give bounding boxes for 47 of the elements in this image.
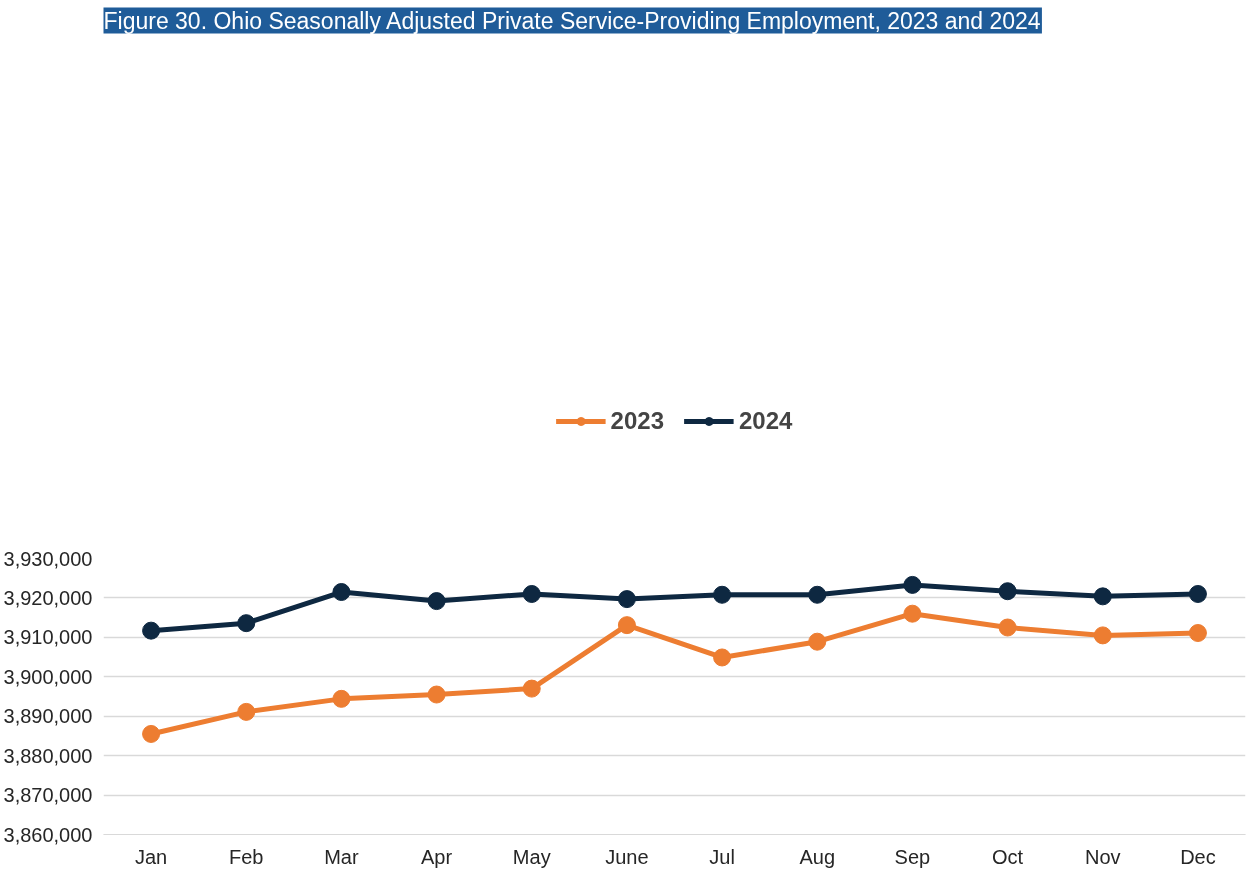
point (808, 585, 827, 604)
point (1188, 624, 1207, 642)
point (142, 724, 161, 743)
x-tick-label: June (605, 845, 649, 868)
point (903, 604, 922, 623)
legend-label: 2023 (610, 407, 664, 435)
y-tick-label: 3,860,000 (3, 823, 93, 846)
x-tick-label: Aug (799, 845, 836, 868)
legend-label: 2024 (739, 407, 793, 435)
point (617, 590, 636, 609)
x-tick-label: Mar (324, 845, 359, 868)
point (522, 679, 541, 698)
x-tick-label: Apr (421, 845, 453, 868)
point (332, 583, 351, 601)
y-tick-label: 3,910,000 (3, 626, 93, 649)
point (142, 621, 161, 640)
y-tick-label: 3,890,000 (3, 705, 93, 728)
x-tick-label: Feb (229, 845, 264, 868)
y-tick-label: 3,870,000 (3, 784, 93, 807)
x-tick-label: Jul (709, 845, 735, 868)
x-tick-label: Jan (134, 845, 168, 868)
point (1093, 587, 1112, 606)
point (237, 614, 256, 633)
point (713, 585, 732, 604)
x-tick-label: May (512, 845, 551, 868)
point (522, 585, 541, 603)
point (808, 632, 827, 651)
x-tick-label: Nov (1084, 845, 1121, 868)
x-tick-label: Sep (894, 845, 931, 868)
y-tick-label: 3,900,000 (3, 665, 93, 688)
point (998, 618, 1017, 637)
x-tick-label: Dec (1180, 845, 1216, 868)
point (332, 689, 351, 708)
y-tick-label: 3,920,000 (3, 586, 93, 609)
point (998, 582, 1017, 601)
point (903, 575, 922, 594)
x-tick-label: Oct (992, 845, 1024, 868)
point (427, 592, 446, 611)
point (1093, 626, 1112, 645)
point (713, 648, 732, 667)
y-tick-label: 3,930,000 (3, 547, 93, 570)
chart-title: Figure 30. Ohio Seasonally Adjusted Private Service-Providing Employment, 2023 and 2024 (103, 7, 1041, 34)
point (1188, 585, 1207, 603)
point (617, 616, 636, 635)
y-tick-label: 3,880,000 (3, 744, 93, 767)
point (427, 685, 446, 704)
point (237, 702, 256, 721)
